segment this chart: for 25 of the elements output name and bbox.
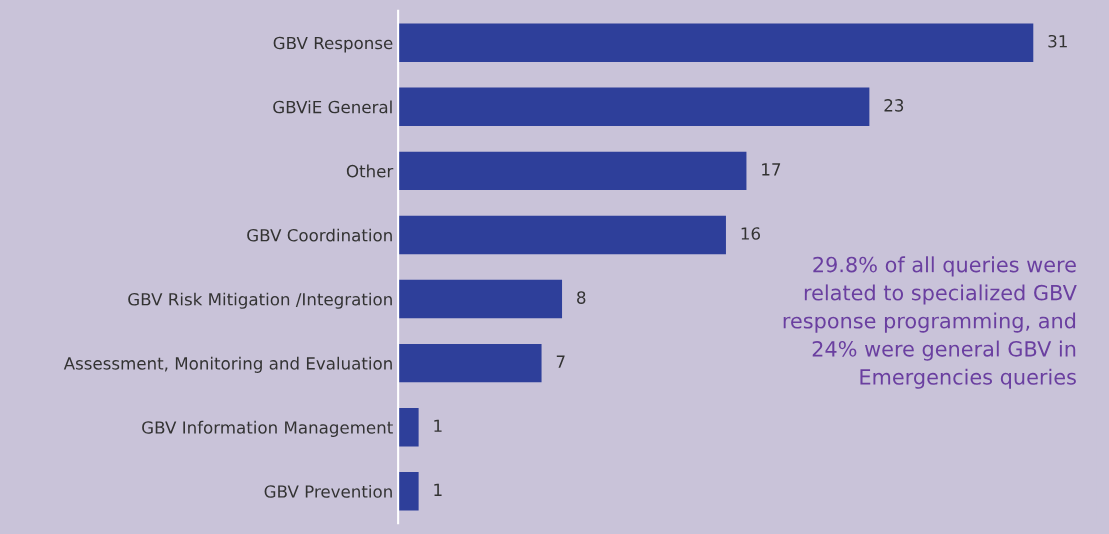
annotation: 29.8% of all queries were related to specialized GBV response programming, and 24% were general GBV in Emergencies queries [783, 256, 1077, 389]
bar [398, 23, 1034, 62]
bar [398, 472, 419, 511]
y-tick-label: Assessment, Monitoring and Evaluation [63, 356, 392, 373]
y-tick-label: GBViE General [273, 100, 392, 114]
data-label: 17 [762, 163, 781, 176]
bar [398, 407, 419, 447]
data-label: 1 [434, 483, 442, 496]
y-tick-label: GBV Response [273, 36, 393, 53]
data-label: 16 [741, 227, 760, 240]
y-tick-label: Other [346, 164, 394, 178]
data-label: 31 [1048, 34, 1067, 48]
data-label: 23 [884, 99, 904, 112]
data-label: 1 [434, 419, 442, 432]
data-label: 8 [577, 291, 586, 304]
bar [398, 151, 747, 191]
y-tick-label: GBV Prevention [264, 484, 392, 498]
y-tick-label: GBV Information Management [142, 420, 393, 437]
bar [398, 215, 726, 255]
bar [398, 279, 563, 319]
y-tick-label: GBV Risk Mitigation /Integration [128, 292, 392, 309]
data-label: 7 [556, 355, 565, 368]
bar [398, 87, 870, 127]
y-tick-label: GBV Coordination [247, 228, 392, 242]
bar [398, 343, 542, 383]
